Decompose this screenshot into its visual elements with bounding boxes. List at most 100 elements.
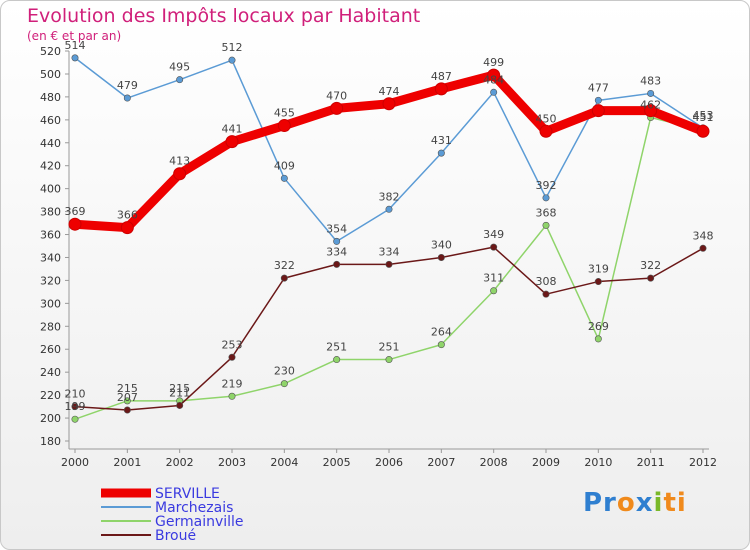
y-tick-label: 520	[40, 45, 61, 58]
data-label: 210	[65, 388, 86, 401]
data-point	[490, 287, 498, 295]
data-label: 269	[588, 320, 609, 333]
data-point	[71, 54, 79, 62]
data-point	[437, 253, 445, 261]
data-label: 477	[588, 81, 609, 94]
data-label: 211	[169, 386, 190, 399]
data-label: 230	[274, 365, 295, 378]
y-tick-label: 260	[40, 343, 61, 356]
data-point	[280, 380, 288, 388]
x-tick-label: 2005	[323, 456, 351, 469]
y-tick-label: 440	[40, 137, 61, 150]
x-tick-label: 2011	[637, 456, 665, 469]
data-label: 512	[222, 41, 243, 54]
x-tick-label: 2002	[166, 456, 194, 469]
x-tick-label: 2000	[61, 456, 89, 469]
data-label: 453	[693, 109, 714, 122]
data-point	[173, 167, 187, 181]
y-tick-label: 220	[40, 389, 61, 402]
data-point	[490, 88, 498, 96]
data-point	[123, 406, 131, 414]
data-label: 207	[117, 391, 138, 404]
y-tick-label: 340	[40, 251, 61, 264]
data-point	[71, 403, 79, 411]
x-tick-label: 2001	[113, 456, 141, 469]
data-label: 451	[693, 111, 714, 124]
data-point	[437, 341, 445, 349]
data-label: 340	[431, 238, 452, 251]
data-label: 484	[483, 73, 504, 86]
data-label: 366	[117, 209, 138, 222]
data-point	[120, 221, 134, 235]
data-point	[225, 135, 239, 149]
legend-label: SERVILLE	[155, 486, 220, 502]
data-point	[647, 89, 655, 97]
data-point	[490, 243, 498, 251]
x-tick-label: 2008	[480, 456, 508, 469]
logo-part: ti	[663, 488, 687, 518]
data-point	[594, 335, 602, 343]
data-point	[176, 401, 184, 409]
data-label: 483	[640, 74, 661, 87]
logo-part: o	[616, 488, 636, 518]
data-label: 251	[379, 341, 400, 354]
data-point	[277, 119, 291, 133]
data-label: 251	[326, 341, 347, 354]
x-tick-label: 2003	[218, 456, 246, 469]
legend-label: Germainville	[155, 514, 244, 530]
data-label: 470	[326, 89, 347, 102]
data-label: 334	[379, 245, 400, 258]
data-label: 322	[274, 259, 295, 272]
data-label: 441	[222, 123, 243, 136]
y-tick-label: 360	[40, 229, 61, 242]
data-point	[594, 96, 602, 104]
legend-label: Broué	[155, 528, 196, 544]
y-tick-label: 240	[40, 366, 61, 379]
data-label: 349	[483, 228, 504, 241]
data-point	[644, 104, 658, 118]
data-label: 462	[640, 99, 661, 112]
chart-subtitle: (en € et par an)	[27, 29, 122, 43]
data-label: 368	[536, 206, 557, 219]
data-point	[542, 221, 550, 229]
data-point	[333, 356, 341, 364]
data-point	[434, 82, 448, 96]
data-point	[699, 244, 707, 252]
data-label: 199	[65, 400, 86, 413]
data-label: 495	[169, 61, 190, 74]
y-tick-label: 280	[40, 320, 61, 333]
y-tick-label: 180	[40, 435, 61, 448]
data-label: 253	[222, 338, 243, 351]
data-point	[382, 97, 396, 111]
y-tick-label: 480	[40, 91, 61, 104]
data-point	[228, 56, 236, 64]
data-point	[176, 76, 184, 84]
data-point	[123, 94, 131, 102]
data-point	[385, 260, 393, 268]
data-label: 499	[483, 56, 504, 69]
data-point	[71, 415, 79, 423]
data-label: 479	[117, 79, 138, 92]
data-label: 487	[431, 70, 452, 83]
data-label: 219	[222, 377, 243, 390]
data-point	[594, 278, 602, 286]
data-label: 264	[431, 326, 452, 339]
logo-part: Pr	[583, 488, 617, 518]
data-label: 311	[483, 272, 504, 285]
y-tick-label: 400	[40, 183, 61, 196]
data-point	[333, 237, 341, 245]
x-tick-label: 2004	[270, 456, 298, 469]
y-tick-label: 300	[40, 297, 61, 310]
data-label: 354	[326, 222, 347, 235]
data-point	[385, 356, 393, 364]
data-label: 392	[536, 179, 557, 192]
data-point	[437, 149, 445, 157]
data-label: 334	[326, 245, 347, 258]
x-tick-label: 2006	[375, 456, 403, 469]
data-label: 322	[640, 259, 661, 272]
logo-part: i	[653, 488, 664, 518]
data-point	[330, 101, 344, 115]
y-tick-label: 420	[40, 160, 61, 173]
data-point	[228, 353, 236, 361]
